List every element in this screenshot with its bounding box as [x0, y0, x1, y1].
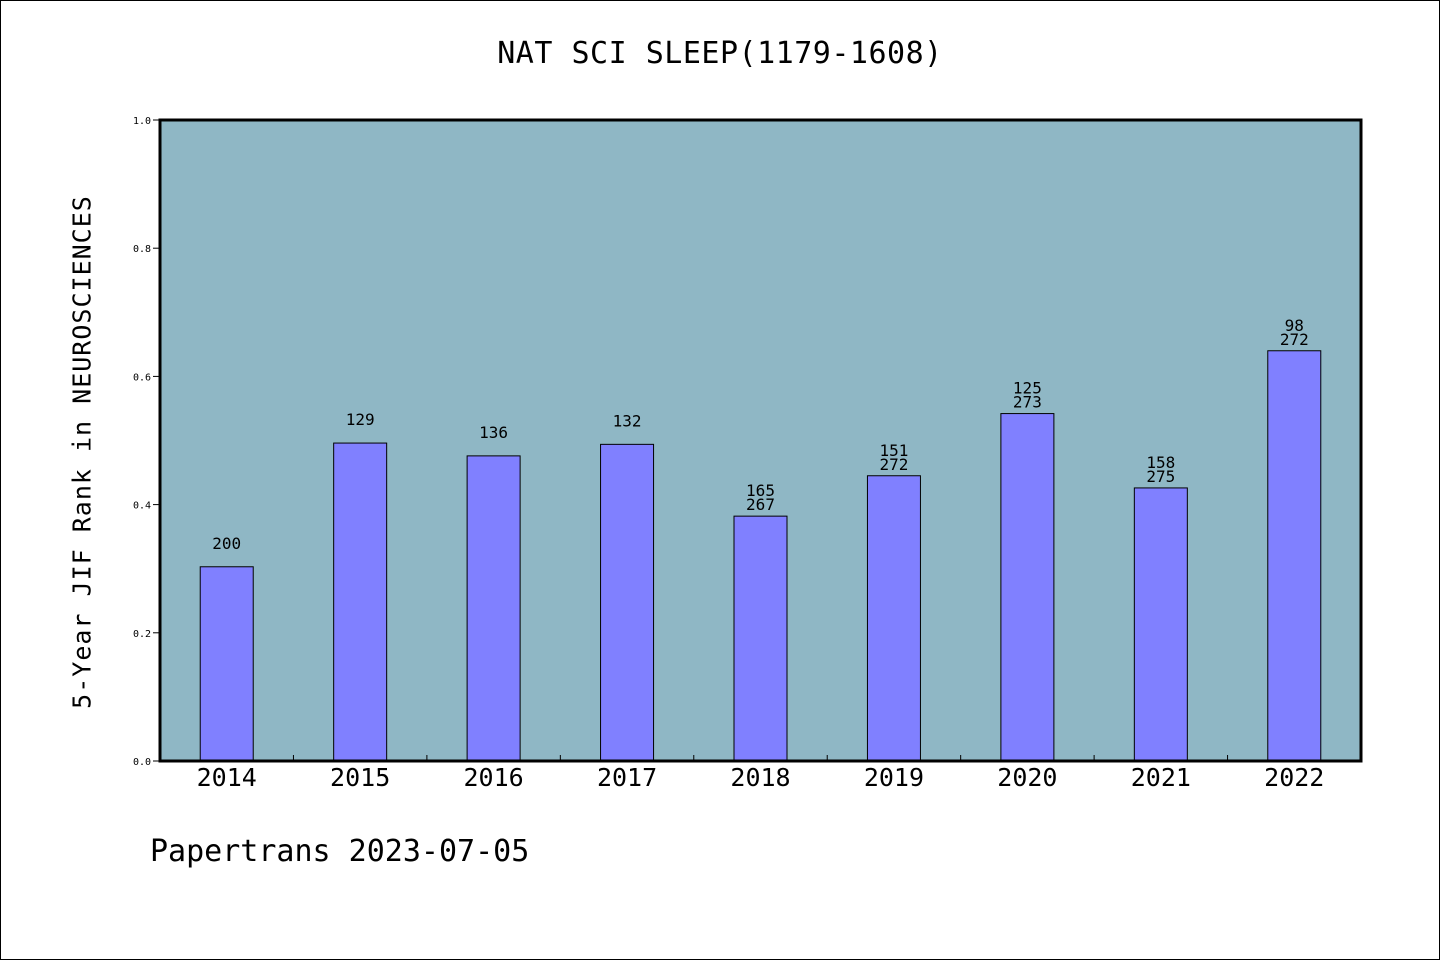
y-tick-label-0: 0.0 — [133, 757, 151, 768]
bar-label-2022-1: 98 — [1285, 316, 1304, 335]
bar-2018 — [733, 515, 788, 762]
y-ticks-group: 0.0 0.2 0.4 0.6 0.8 1.0 — [133, 116, 160, 768]
bar-labels-group: 2001291361321652671512721252731582759827… — [212, 316, 1308, 553]
y-tick-label-3: 0.6 — [133, 372, 151, 383]
x-tick-label-2022: 2022 — [1264, 763, 1324, 792]
bar-label-2020-2: 273 — [1013, 393, 1042, 412]
x-tick-label-2019: 2019 — [864, 763, 924, 792]
bar-label-2022-2: 272 — [1280, 330, 1309, 349]
x-tick-label-2016: 2016 — [464, 763, 524, 792]
y-tick-label-4: 0.8 — [133, 244, 151, 255]
x-tick-label-2021: 2021 — [1131, 763, 1191, 792]
x-ticks-group: 2014 2015 2016 2017 2018 2019 2020 2021 2022 — [197, 755, 1324, 792]
chart-title: NAT SCI SLEEP(1179-1608) — [497, 36, 943, 71]
bar-2016 — [466, 455, 521, 762]
y-tick-label-1: 0.2 — [133, 629, 151, 640]
bar-label-2020-1: 125 — [1013, 379, 1042, 398]
footer-text: Papertrans 2023-07-05 — [150, 834, 530, 869]
bar-label-2015-1: 129 — [346, 410, 375, 429]
bar-2021 — [1133, 487, 1188, 762]
bar-label-2018-2: 267 — [746, 495, 775, 514]
bar-2017 — [600, 443, 655, 762]
y-tick-label-5: 1.0 — [133, 116, 151, 127]
bar-label-2014-1: 200 — [212, 534, 241, 553]
x-tick-label-2017: 2017 — [597, 763, 657, 792]
bar-label-2021-1: 158 — [1146, 453, 1175, 472]
bar-label-2017-1: 132 — [613, 411, 642, 430]
bar-2019 — [866, 475, 921, 762]
bar-label-2021-2: 275 — [1146, 467, 1175, 486]
bar-2015 — [333, 442, 388, 762]
bar-label-2019-2: 272 — [879, 455, 908, 474]
bar-label-2018-1: 165 — [746, 481, 775, 500]
bar-label-2016-1: 136 — [479, 423, 508, 442]
bar-2020 — [1000, 413, 1055, 762]
x-tick-label-2014: 2014 — [197, 763, 257, 792]
bars-group — [199, 350, 1322, 762]
plot-border — [158, 118, 1363, 763]
x-tick-label-2015: 2015 — [330, 763, 390, 792]
bar-2014 — [199, 566, 254, 762]
bar-label-2019-1: 151 — [879, 441, 908, 460]
y-tick-label-2: 0.4 — [133, 501, 151, 512]
x-tick-label-2020: 2020 — [997, 763, 1057, 792]
bar-2022 — [1267, 350, 1322, 762]
x-tick-label-2018: 2018 — [730, 763, 790, 792]
